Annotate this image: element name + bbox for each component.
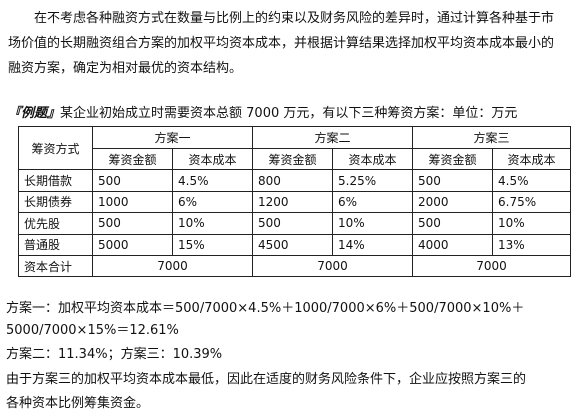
cost-header: 资本成本	[332, 147, 414, 171]
table-cell: 10%	[332, 212, 414, 235]
amount-header: 筹资金额	[92, 147, 173, 171]
table-cell: 5.25%	[332, 169, 414, 192]
table-cell: 10%	[492, 212, 572, 235]
table-cell: 2000	[412, 190, 494, 214]
table-row: 长期借款 500 4.5% 800 5.25% 500 4.5%	[18, 169, 572, 192]
calc-line-2: 5000/7000×15%＝12.61%	[6, 323, 179, 338]
table-row: 优先股 500 10% 500 10% 500 10%	[18, 212, 572, 235]
plan-3-header: 方案三	[412, 126, 572, 149]
table-cell: 14%	[332, 233, 414, 256]
table-cell: 6%	[171, 190, 254, 214]
table-cell: 500	[252, 212, 334, 235]
table-cell: 6%	[332, 190, 414, 214]
plan-2-header: 方案二	[252, 126, 414, 149]
table-cell: 1200	[252, 190, 334, 214]
table-cell: 13%	[492, 233, 572, 256]
example-label: 『例题』	[8, 106, 61, 121]
table-header-row: 筹资方式 方案一 方案二 方案三	[18, 125, 572, 171]
plan-2-total: 7000	[252, 254, 414, 278]
row-label: 优先股	[18, 212, 93, 235]
table-cell: 10%	[171, 212, 254, 235]
cost-header: 资本成本	[492, 147, 572, 171]
table-subheader-row: 筹资金额 资本成本 筹资金额 资本成本 筹资金额 资本成本	[19, 147, 572, 171]
table-cell: 4.5%	[171, 169, 254, 192]
table-cell: 4000	[412, 233, 494, 256]
amount-header: 筹资金额	[252, 147, 334, 171]
table-cell: 5000	[92, 233, 173, 256]
table-cell: 4.5%	[492, 169, 572, 192]
table-row: 普通股 5000 15% 4500 14% 4000 13%	[18, 233, 572, 256]
financing-plans-table: 筹资方式 方案一 方案二 方案三 筹资金额 资本成本 筹资金额 资本成本 筹资金…	[18, 125, 572, 278]
example-line: 『例题』某企业初始成立时需要资本总额 7000 万元，有以下三种筹资方案：单位：…	[8, 106, 517, 122]
calc-line-1: 方案一：加权平均资本成本＝500/7000×4.5%＋1000/7000×6%＋…	[6, 301, 525, 316]
table-cell: 800	[252, 169, 334, 192]
plan-1-total: 7000	[91, 254, 254, 278]
table-cell: 6.75%	[492, 190, 572, 214]
row-label: 长期借款	[18, 169, 93, 192]
amount-header: 筹资金额	[412, 147, 494, 171]
table-cell: 1000	[92, 190, 173, 214]
row-label: 普通股	[18, 233, 93, 256]
table-cell: 500	[92, 169, 173, 192]
table-cell: 15%	[171, 233, 254, 256]
table-cell: 500	[412, 169, 494, 192]
example-text: 某企业初始成立时需要资本总额 7000 万元，有以下三种筹资方案：单位：万元	[60, 106, 518, 121]
financing-method-header: 筹资方式	[18, 125, 93, 171]
conclusion-line-2: 各种资本比例筹集资金。	[6, 396, 150, 411]
table-cell: 4500	[252, 233, 334, 256]
intro-paragraph: 在不考虑各种融资方式在数量与比例上的约束以及财务风险的差异时，通过计算各种基于市…	[8, 11, 555, 76]
table-cell: 500	[92, 212, 173, 235]
table-row: 长期债券 1000 6% 1200 6% 2000 6.75%	[18, 190, 572, 214]
conclusion-line-1: 由于方案三的加权平均资本成本最低，因此在适度的财务风险条件下，企业应按照方案三的	[6, 372, 527, 387]
plan-3-total: 7000	[412, 254, 572, 278]
plan-1-header: 方案一	[91, 126, 254, 149]
table-cell: 500	[412, 212, 494, 235]
row-label: 长期债券	[18, 190, 93, 214]
total-label: 资本合计	[18, 254, 93, 278]
total-row: 资本合计 7000 7000 7000	[18, 254, 572, 278]
calc-line-3: 方案二：11.34%；方案三：10.39%	[6, 347, 223, 362]
cost-header: 资本成本	[171, 147, 254, 171]
